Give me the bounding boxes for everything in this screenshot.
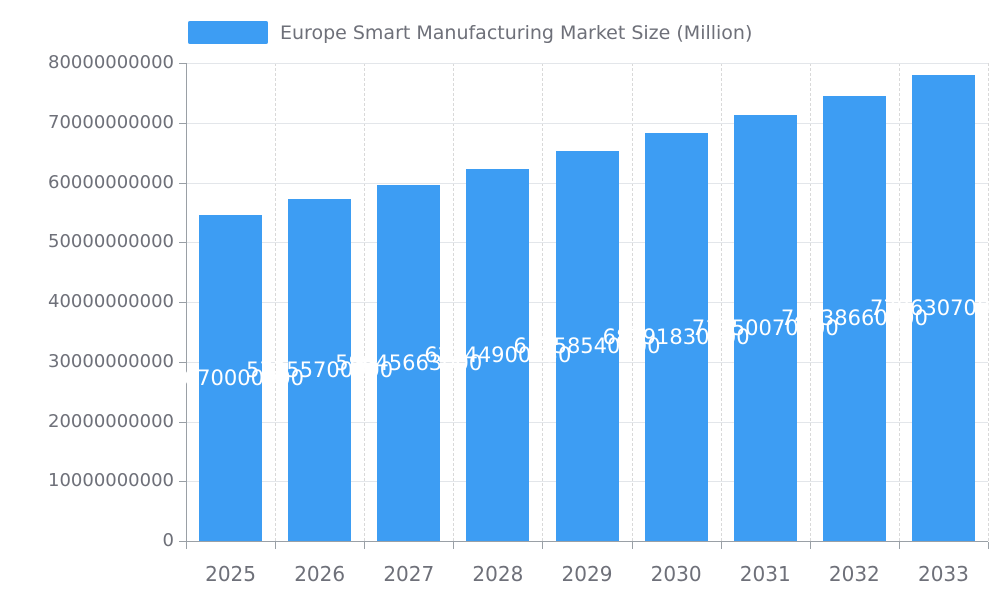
x-axis-label: 2033 bbox=[917, 562, 969, 586]
y-axis-label: 50000000000 bbox=[48, 231, 174, 253]
horizontal-gridline bbox=[186, 63, 988, 65]
y-axis-label: 10000000000 bbox=[48, 470, 174, 492]
x-axis-label: 2031 bbox=[739, 562, 791, 586]
x-axis-tick bbox=[720, 542, 722, 549]
vertical-gridline bbox=[988, 63, 989, 541]
bar-2029[interactable] bbox=[555, 151, 619, 541]
legend-swatch bbox=[188, 21, 268, 44]
bar-2025[interactable] bbox=[199, 214, 263, 541]
x-axis-label: 2026 bbox=[294, 562, 346, 586]
y-axis-tick bbox=[179, 63, 186, 65]
y-axis-tick bbox=[179, 242, 186, 244]
y-axis-label: 60000000000 bbox=[48, 171, 174, 193]
x-axis-tick bbox=[631, 542, 633, 549]
y-axis-tick bbox=[179, 541, 186, 542]
x-axis-tick bbox=[542, 542, 544, 549]
bar-2031[interactable] bbox=[733, 114, 797, 541]
x-axis-tick bbox=[364, 542, 366, 549]
y-axis-label: 30000000000 bbox=[48, 350, 174, 372]
bar-2028[interactable] bbox=[466, 168, 530, 541]
x-axis-tick bbox=[988, 542, 989, 549]
bar-2033[interactable] bbox=[911, 75, 975, 541]
bar-2026[interactable] bbox=[288, 198, 352, 541]
x-axis-label: 2028 bbox=[472, 562, 524, 586]
bar-2032[interactable] bbox=[822, 95, 886, 541]
x-axis-tick bbox=[186, 542, 187, 549]
x-axis-label: 2025 bbox=[205, 562, 256, 586]
x-axis-label: 2029 bbox=[561, 562, 613, 586]
y-axis-tick bbox=[179, 361, 186, 363]
y-axis-tick bbox=[179, 421, 186, 423]
y-axis-line bbox=[186, 63, 187, 541]
legend-item[interactable]: Europe Smart Manufacturing Market Size (… bbox=[188, 21, 752, 44]
horizontal-gridline bbox=[186, 123, 988, 124]
x-axis-label: 2032 bbox=[828, 562, 880, 586]
x-axis-tick bbox=[809, 542, 811, 549]
chart-title: Europe Smart Manufacturing Market Size (… bbox=[280, 21, 753, 44]
y-axis-label: 0 bbox=[162, 530, 174, 551]
bar-2030[interactable] bbox=[644, 132, 708, 541]
y-axis-label: 80000000000 bbox=[48, 52, 174, 74]
y-axis-label: 70000000000 bbox=[48, 112, 174, 133]
y-axis-tick bbox=[179, 302, 186, 304]
y-axis-tick bbox=[179, 182, 186, 184]
bar-2027[interactable] bbox=[377, 184, 441, 541]
x-axis-tick bbox=[453, 542, 455, 549]
x-axis-line bbox=[186, 541, 988, 542]
x-axis-tick bbox=[275, 542, 277, 549]
x-axis-tick bbox=[898, 542, 900, 549]
y-axis-tick bbox=[179, 481, 186, 483]
x-axis-label: 2027 bbox=[383, 562, 435, 586]
x-axis-label: 2030 bbox=[650, 562, 702, 586]
y-axis-tick bbox=[179, 123, 186, 124]
y-axis-label: 40000000000 bbox=[48, 291, 174, 313]
y-axis-label: 20000000000 bbox=[48, 410, 174, 432]
